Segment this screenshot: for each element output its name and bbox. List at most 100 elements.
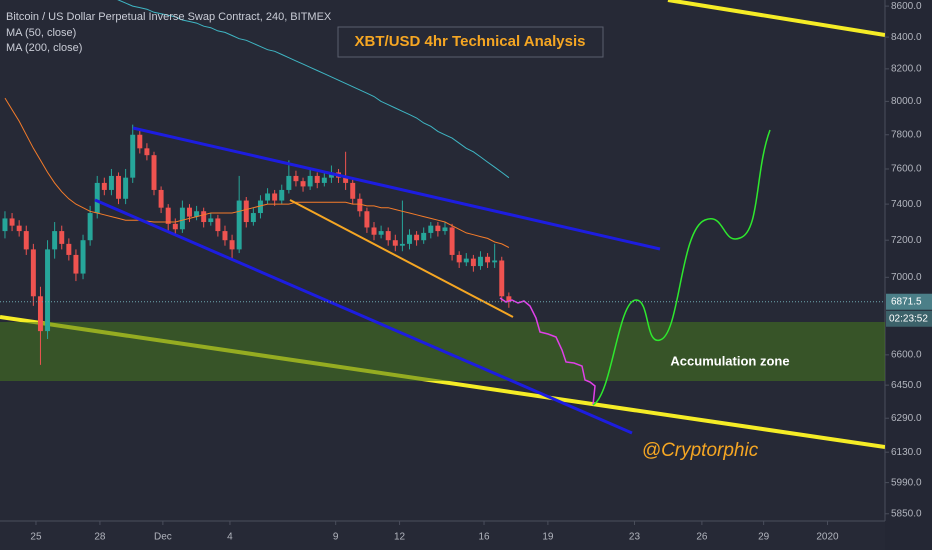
y-tick-label: 7400.0: [891, 199, 922, 210]
candle-body: [37, 296, 43, 332]
y-tick-label: 6450.0: [891, 380, 922, 391]
candle-body: [215, 218, 221, 232]
x-tick-label: 28: [94, 532, 106, 543]
candle-body: [236, 200, 242, 250]
candle-body: [52, 231, 58, 250]
candle-body: [477, 256, 483, 267]
candle-body: [172, 223, 178, 230]
ma-line: [4, 97, 510, 248]
candle-body: [265, 193, 271, 201]
heading-box: [337, 26, 604, 58]
candle-body: [194, 211, 200, 217]
y-tick-label: 8000.0: [891, 96, 922, 107]
candle-body: [449, 227, 455, 255]
support-line: [289, 199, 514, 318]
candle-body: [66, 243, 72, 255]
candle-body: [392, 240, 398, 246]
candle-body: [144, 148, 150, 156]
candle-body: [321, 177, 327, 183]
candle-body: [187, 207, 192, 217]
candle-body: [343, 177, 349, 183]
candle-body: [16, 225, 22, 232]
projection-path: [592, 129, 771, 406]
candle-body: [108, 175, 114, 190]
candle-body: [279, 189, 285, 201]
candle-body: [2, 218, 8, 232]
y-tick-label: 7000.0: [891, 272, 922, 283]
candle-body: [151, 155, 157, 190]
candle-body: [130, 134, 136, 178]
x-tick-label: 26: [696, 532, 708, 543]
x-tick-label: 19: [542, 532, 554, 543]
candle-body: [399, 243, 405, 246]
candle-body: [101, 182, 107, 190]
x-tick-label: 12: [394, 532, 406, 543]
ma-line: [117, 0, 510, 179]
projection-path: [499, 297, 596, 406]
y-tick-label: 8200.0: [891, 64, 922, 75]
candle-body: [94, 182, 100, 214]
last-price-box: [886, 293, 932, 310]
candle-body: [73, 254, 79, 274]
drawings: Accumulation zone @Cryptorphic: [94, 126, 790, 461]
candle-body: [9, 218, 15, 226]
candle-body: [243, 200, 249, 223]
candle-body: [87, 213, 93, 241]
candle-body: [286, 175, 292, 190]
candle-body: [421, 232, 427, 241]
candle-body: [201, 211, 207, 223]
candle-body: [506, 296, 512, 302]
candle-body: [250, 213, 256, 223]
candle-body: [208, 218, 214, 223]
candle-body: [414, 234, 420, 241]
candle-body: [470, 258, 476, 267]
candle-body: [435, 225, 441, 232]
candle-body: [499, 260, 505, 297]
candle-body: [442, 227, 448, 232]
countdown-box: [886, 310, 932, 327]
candle-body: [371, 227, 377, 235]
candle-body: [357, 198, 363, 212]
signature: @Cryptorphic: [642, 440, 759, 461]
y-tick-label: 8400.0: [891, 32, 922, 43]
candle-body: [300, 181, 306, 187]
candle-body: [272, 193, 278, 201]
channel-line: [132, 126, 661, 251]
candle-body: [30, 249, 36, 297]
candle-body: [45, 249, 51, 332]
chart-title: Bitcoin / US Dollar Perpetual Inverse Sw…: [6, 11, 332, 23]
series-area: [2, 0, 512, 365]
candle-body: [23, 231, 29, 250]
candle-body: [307, 175, 313, 187]
x-tick-label: 2020: [816, 532, 839, 543]
candle-body: [59, 231, 65, 244]
candle-body: [456, 254, 462, 263]
candle-body: [463, 258, 469, 263]
legend-entry: MA (50, close): [6, 27, 76, 39]
candle-body: [385, 231, 391, 241]
trend-line: [667, 0, 885, 37]
y-tick-label: 7200.0: [891, 235, 922, 246]
y-tick-label: 7800.0: [891, 129, 922, 140]
candle-body: [80, 240, 86, 274]
legend-entry: MA (200, close): [6, 42, 82, 54]
candle-body: [428, 225, 434, 233]
heading: XBT/USD 4hr Technical Analysis: [355, 33, 586, 50]
y-tick-label: 7600.0: [891, 164, 922, 175]
candle-body: [229, 240, 235, 250]
y-tick-label: 5850.0: [891, 508, 922, 519]
candle-body: [492, 260, 498, 263]
y-tick-label: 6600.0: [891, 349, 922, 360]
candle-body: [179, 207, 185, 230]
price-axis-panel: [885, 0, 932, 550]
candle-body: [485, 256, 491, 263]
candle-body: [222, 231, 228, 241]
candle-body: [123, 177, 129, 199]
x-tick-label: 16: [478, 532, 490, 543]
candle-body: [407, 234, 412, 244]
candle-body: [378, 231, 384, 235]
x-tick-label: Dec: [154, 532, 172, 543]
candle-body: [137, 134, 143, 149]
y-tick-label: 8600.0: [891, 1, 922, 12]
